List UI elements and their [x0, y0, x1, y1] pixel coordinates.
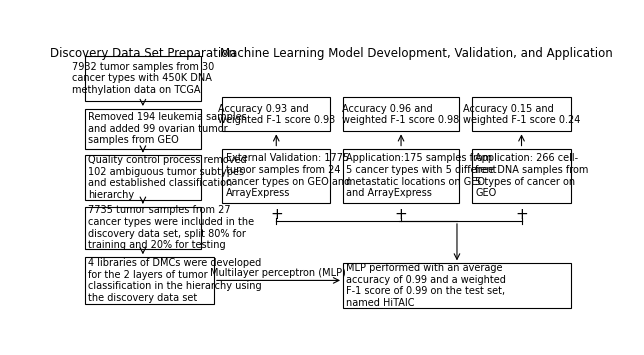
Text: Machine Learning Model Development, Validation, and Application: Machine Learning Model Development, Vali… — [220, 47, 612, 60]
Bar — [343, 263, 571, 308]
Text: Removed 194 leukemia samples
and added 99 ovarian tumor
samples from GEO: Removed 194 leukemia samples and added 9… — [88, 112, 247, 145]
Bar — [343, 148, 459, 203]
Text: Multilayer perceptron (MLP): Multilayer perceptron (MLP) — [211, 268, 346, 278]
Text: Application:175 samples from
5 cancer types with 5 different
metastatic location: Application:175 samples from 5 cancer ty… — [346, 153, 497, 198]
Bar — [222, 97, 330, 131]
Bar — [85, 109, 201, 148]
Text: +: + — [515, 207, 528, 222]
Text: 4 libraries of DMCs were developed
for the 2 layers of tumor
classification in t: 4 libraries of DMCs were developed for t… — [88, 258, 262, 303]
Bar — [85, 257, 214, 304]
Text: Accuracy 0.93 and
weighted F-1 score 0.93: Accuracy 0.93 and weighted F-1 score 0.9… — [218, 104, 335, 125]
Bar — [222, 148, 330, 203]
Bar — [85, 207, 201, 249]
Text: Accuracy 0.15 and
weighted F-1 score 0.24: Accuracy 0.15 and weighted F-1 score 0.2… — [463, 104, 580, 125]
Text: +: + — [395, 207, 408, 222]
Text: MLP performed with an average
accuracy of 0.99 and a weighted
F-1 score of 0.99 : MLP performed with an average accuracy o… — [346, 263, 506, 308]
Bar — [472, 97, 571, 131]
Bar — [85, 155, 201, 200]
Text: 7932 tumor samples from 30
cancer types with 450K DNA
methylation data on TCGA: 7932 tumor samples from 30 cancer types … — [71, 62, 214, 95]
Text: Application: 266 cell-
free DNA samples from
5 types of cancer on
GEO: Application: 266 cell- free DNA samples … — [475, 153, 589, 198]
Text: Discovery Data Set Preparation: Discovery Data Set Preparation — [50, 47, 236, 60]
Text: 7735 tumor samples from 27
cancer types were included in the
discovery data set,: 7735 tumor samples from 27 cancer types … — [88, 206, 254, 250]
Text: Accuracy 0.96 and
weighted F-1 score 0.98: Accuracy 0.96 and weighted F-1 score 0.9… — [343, 104, 460, 125]
Text: External Validation: 1775
tumor samples from 24
cancer types on GEO and
ArrayExp: External Validation: 1775 tumor samples … — [226, 153, 350, 198]
Text: Quality control process removed
102 ambiguous tumor subtypes
and established cla: Quality control process removed 102 ambi… — [88, 155, 247, 200]
Bar — [85, 56, 201, 101]
Text: +: + — [270, 207, 283, 222]
Bar — [472, 148, 571, 203]
Bar — [343, 97, 459, 131]
